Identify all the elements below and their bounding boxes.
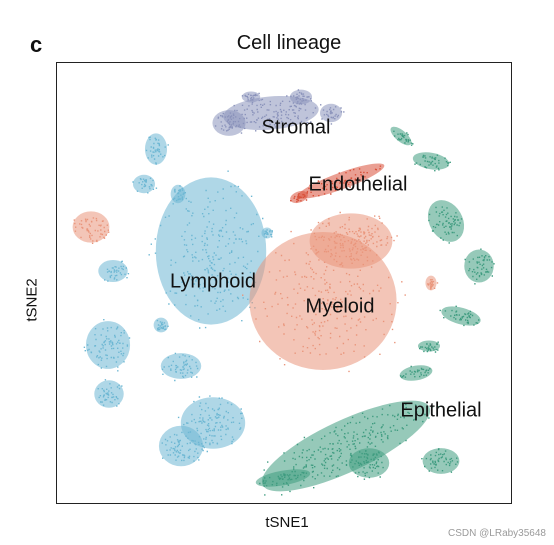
cluster-endothelial-points: [290, 193, 306, 203]
x-axis-label: tSNE1: [0, 514, 554, 531]
cluster-epithelial-blob: [255, 469, 314, 488]
cluster-myeloid-blob: [425, 275, 439, 291]
cluster-lymphoid-points: [132, 177, 158, 194]
cluster-epithelial-density: [390, 126, 412, 146]
cluster-epithelial-blob: [417, 340, 441, 353]
cluster-epithelial-points: [393, 130, 414, 146]
cluster-lymphoid-points: [148, 170, 264, 329]
cluster-epithelial-blob: [439, 305, 481, 327]
cluster-lymphoid-blob: [132, 174, 158, 194]
cluster-stromal-points: [321, 106, 345, 125]
cluster-epithelial-points: [414, 154, 451, 172]
cluster-epithelial-points: [350, 450, 384, 480]
cluster-stromal-blob: [212, 109, 246, 136]
cluster-lymphoid-blob: [148, 170, 267, 329]
cluster-epithelial-density: [412, 152, 450, 170]
cluster-lymphoid-density: [144, 133, 168, 165]
cluster-myeloid-points: [73, 217, 110, 244]
cluster-myeloid-points: [427, 279, 439, 290]
watermark: CSDN @LRaby35648: [448, 528, 546, 539]
cluster-stromal-density: [223, 95, 319, 131]
cluster-epithelial-blob: [399, 365, 433, 381]
cluster-epithelial-density: [441, 306, 481, 326]
cluster-lymphoid-blob: [170, 184, 186, 204]
cluster-epithelial-points: [421, 448, 459, 473]
cluster-stromal-points: [222, 95, 322, 132]
cluster-endothelial-blob: [297, 163, 385, 201]
cluster-lymphoid-points: [145, 136, 169, 165]
cluster-epithelial-blob: [421, 448, 460, 474]
cluster-lymphoid-blob: [144, 133, 169, 165]
plot-area: [56, 62, 512, 504]
cluster-epithelial-density: [422, 448, 460, 474]
cluster-endothelial-blob: [290, 190, 308, 204]
cluster-epithelial-density: [255, 469, 311, 487]
cluster-label-myeloid: Myeloid: [305, 295, 375, 318]
cluster-lymphoid-points: [104, 260, 130, 282]
cluster-lymphoid-points: [172, 185, 186, 202]
cluster-epithelial-density: [348, 448, 390, 478]
tsne-scatter: [72, 89, 495, 496]
cluster-lymphoid-density: [160, 353, 202, 379]
panel-letter: c: [30, 32, 43, 57]
cluster-lymphoid-points: [263, 229, 273, 238]
cluster-myeloid-density: [72, 211, 110, 243]
cluster-stromal-blob: [222, 95, 322, 132]
cluster-lymphoid-blob: [261, 227, 273, 239]
cluster-lymphoid-density: [158, 425, 204, 467]
cluster-epithelial-points: [259, 471, 314, 488]
cluster-epithelial-blob: [427, 200, 465, 244]
cluster-label-endothelial: Endothelial: [308, 173, 408, 196]
cluster-myeloid-blob: [309, 211, 398, 271]
cluster-lymphoid-points: [161, 352, 199, 382]
cluster-stromal-points: [214, 109, 245, 134]
cluster-stromal-points: [290, 89, 312, 105]
cluster-lymphoid-blob: [153, 317, 169, 333]
cluster-lymphoid-points: [156, 319, 169, 331]
cluster-label-lymphoid: Lymphoid: [170, 270, 256, 293]
cluster-stromal-points: [241, 92, 262, 104]
cluster-myeloid-points: [310, 211, 398, 271]
cluster-stromal-blob: [319, 103, 345, 125]
cluster-epithelial-points: [400, 365, 431, 378]
cluster-epithelial-blob: [412, 152, 451, 172]
cluster-lymphoid-points: [97, 379, 123, 407]
cluster-label-stromal: Stromal: [261, 116, 331, 139]
cluster-epithelial-blob: [261, 400, 440, 496]
cluster-epithelial-blob: [464, 248, 495, 285]
cluster-epithelial-blob: [390, 126, 414, 146]
cluster-lymphoid-density: [155, 177, 267, 325]
cluster-lymphoid-points: [161, 423, 205, 462]
cluster-epithelial-points: [419, 341, 439, 353]
cluster-lymphoid-blob: [94, 379, 124, 408]
cluster-lymphoid-blob: [160, 352, 202, 382]
cluster-lymphoid-blob: [158, 423, 205, 467]
cluster-endothelial-density: [297, 163, 385, 199]
cluster-lymphoid-blob: [83, 319, 131, 372]
cluster-lymphoid-blob: [98, 259, 130, 283]
cluster-endothelial-points: [305, 165, 382, 201]
cluster-myeloid-blob: [72, 211, 110, 244]
cluster-label-epithelial: Epithelial: [400, 399, 482, 422]
x-axis-label-text: tSNE1: [265, 514, 309, 531]
cluster-epithelial-blob: [348, 448, 390, 480]
cluster-lymphoid-density: [98, 259, 128, 283]
y-axis-label: tSNE2: [23, 278, 41, 322]
cluster-stromal-blob: [289, 89, 313, 105]
cluster-stromal-blob: [241, 91, 262, 104]
cluster-epithelial-density: [464, 249, 494, 283]
chart-title-text: Cell lineage: [236, 32, 342, 54]
chart-title: Cell lineage: [0, 32, 554, 55]
cluster-myeloid-density: [309, 213, 393, 269]
